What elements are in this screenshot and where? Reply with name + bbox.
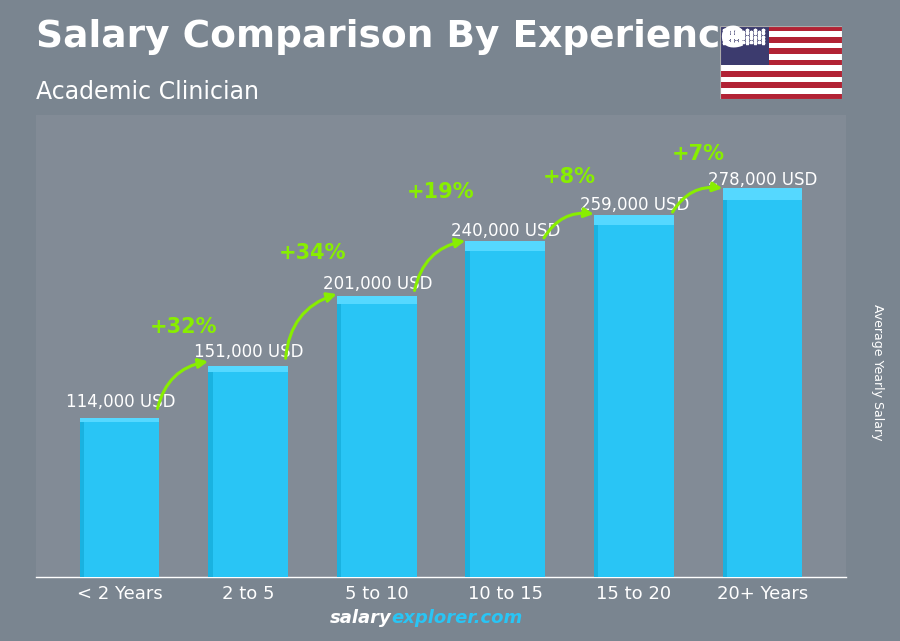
Bar [720, 54, 842, 60]
Polygon shape [208, 366, 288, 372]
Text: +34%: +34% [279, 244, 346, 263]
Text: +8%: +8% [543, 167, 596, 187]
Bar [80, 422, 84, 577]
Bar [720, 48, 842, 54]
Text: 114,000 USD: 114,000 USD [66, 394, 176, 412]
Text: Academic Clinician: Academic Clinician [36, 80, 259, 104]
Text: 240,000 USD: 240,000 USD [451, 222, 561, 240]
Text: +19%: +19% [407, 182, 475, 203]
Text: +7%: +7% [671, 144, 724, 164]
Polygon shape [80, 417, 159, 422]
Text: 278,000 USD: 278,000 USD [708, 171, 818, 188]
Bar [208, 372, 212, 577]
Polygon shape [594, 215, 674, 226]
Bar [720, 94, 842, 99]
Text: Average Yearly Salary: Average Yearly Salary [871, 304, 884, 440]
Bar [720, 71, 842, 77]
Bar [337, 304, 417, 577]
Bar [465, 251, 545, 577]
Text: Salary Comparison By Experience: Salary Comparison By Experience [36, 19, 746, 55]
Bar [720, 26, 842, 31]
Polygon shape [465, 242, 545, 251]
Text: +32%: +32% [150, 317, 218, 337]
Bar [337, 304, 341, 577]
Bar [720, 60, 842, 65]
Bar [80, 422, 159, 577]
Bar [720, 37, 842, 43]
Bar [720, 65, 842, 71]
Text: explorer.com: explorer.com [392, 609, 523, 627]
Bar [720, 31, 842, 37]
Bar [594, 226, 598, 577]
Bar [723, 199, 727, 577]
Text: salary: salary [329, 609, 392, 627]
Bar [720, 26, 769, 65]
Bar [465, 251, 470, 577]
Bar [720, 43, 842, 48]
Bar [723, 199, 802, 577]
Text: 201,000 USD: 201,000 USD [323, 275, 432, 293]
Text: 259,000 USD: 259,000 USD [580, 197, 689, 215]
Bar [594, 226, 674, 577]
Polygon shape [723, 188, 802, 199]
Bar [208, 372, 288, 577]
Bar [720, 82, 842, 88]
Bar [720, 88, 842, 94]
Bar [720, 77, 842, 82]
Polygon shape [337, 296, 417, 304]
Text: 151,000 USD: 151,000 USD [194, 343, 303, 361]
